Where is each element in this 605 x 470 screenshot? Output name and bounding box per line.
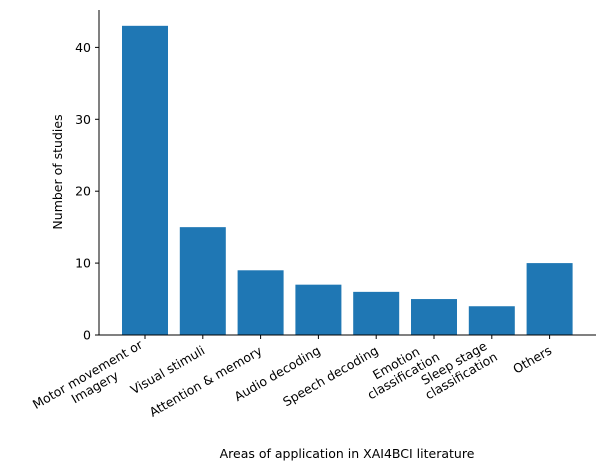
x-tick-label: Speech decoding [280,343,381,410]
bar [179,227,226,335]
x-axis: Motor movement orImagery Visual stimuliAt… [30,334,596,420]
x-tick-label-line: Speech decoding [280,343,381,410]
y-tick-label: 20 [75,184,91,199]
bar [237,270,284,335]
bar [411,299,457,335]
bar [468,306,515,335]
y-tick-label: 10 [75,256,91,271]
bar [526,263,573,335]
y-tick-label: 40 [75,40,91,55]
bar [122,25,168,335]
y-axis-label: Number of studies [50,114,65,229]
x-axis-label: Areas of application in XAI4BCI literatu… [220,446,475,461]
x-tick-label-line: Motor movement or [30,336,146,412]
y-tick-label: 30 [75,112,91,127]
x-tick-label: Others [510,343,554,377]
y-axis: 0 10 20 30 40 [75,10,100,343]
bar [295,284,342,335]
x-tick-label-line: Others [510,343,554,377]
x-tick-label: Sleep stageclassification [415,336,500,402]
bar [353,291,400,335]
bars-group [122,25,573,335]
y-tick-label: 0 [83,328,91,343]
